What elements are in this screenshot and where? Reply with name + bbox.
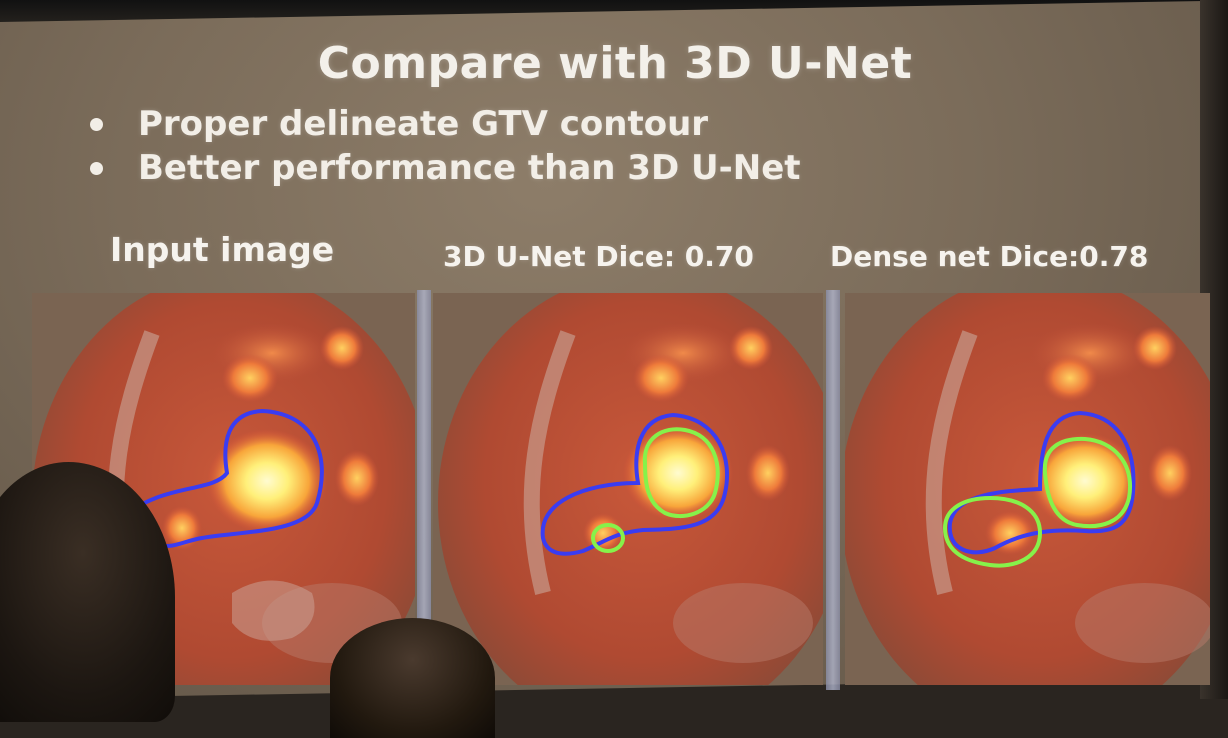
bullet-list: Proper delineate GTV contour Better perf…	[88, 102, 801, 190]
panel-label-unet: 3D U-Net Dice: 0.70	[443, 240, 754, 273]
pet-ct-scan-image	[845, 293, 1210, 685]
predicted-contour	[942, 495, 1043, 568]
panel-divider	[826, 290, 840, 690]
scan-panel-unet	[433, 293, 823, 685]
ground-truth-contour	[947, 410, 1136, 555]
bullet-text: Proper delineate GTV contour	[138, 104, 709, 144]
bullet-item: Better performance than 3D U-Net	[88, 146, 801, 190]
audience-head-left	[0, 462, 175, 722]
ground-truth-contour	[540, 412, 730, 556]
bullet-dot-icon	[90, 162, 103, 175]
ground-truth-contour	[119, 408, 324, 548]
slide-title: Compare with 3D U-Net	[317, 38, 913, 89]
pet-ct-scan-image	[433, 293, 823, 685]
predicted-contour	[591, 523, 625, 553]
bullet-item: Proper delineate GTV contour	[88, 102, 801, 146]
audience-head-center	[330, 618, 495, 738]
predicted-contour	[642, 427, 720, 519]
bullet-text: Better performance than 3D U-Net	[138, 148, 801, 188]
bullet-dot-icon	[90, 118, 103, 131]
panel-label-input: Input image	[110, 230, 335, 269]
panel-label-densenet: Dense net Dice:0.78	[830, 240, 1149, 273]
panel-divider	[417, 290, 431, 690]
predicted-contour	[1042, 436, 1132, 529]
scan-panel-densenet	[845, 293, 1210, 685]
